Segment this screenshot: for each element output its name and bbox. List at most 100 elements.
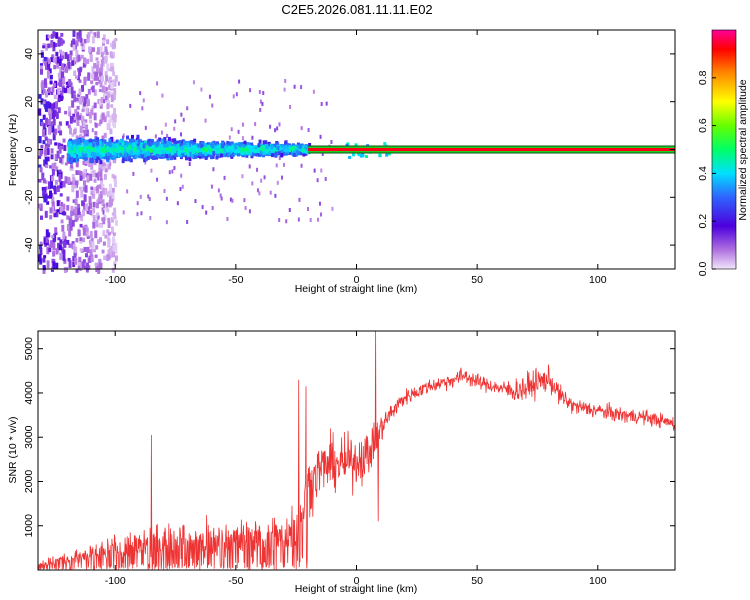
spectrogram-cell bbox=[141, 148, 145, 153]
spectrogram-cell bbox=[108, 183, 112, 191]
spectrogram-cell bbox=[82, 180, 86, 186]
spectrogram-cell bbox=[164, 150, 168, 155]
spectrogram-cell bbox=[72, 243, 76, 251]
spectrogram-cell bbox=[139, 91, 142, 96]
spectrogram-cell bbox=[44, 107, 48, 112]
spectrogram-cell bbox=[75, 50, 79, 57]
spectrogram-cell bbox=[75, 111, 79, 120]
spectrogram-cell bbox=[212, 151, 216, 156]
spectrogram-cell bbox=[91, 241, 95, 249]
spectrogram-cell bbox=[259, 107, 262, 112]
spectrogram-cell bbox=[61, 247, 65, 251]
spectrogram-cell bbox=[364, 155, 368, 159]
spectrogram-cell bbox=[149, 148, 153, 153]
tone-line-core bbox=[308, 148, 675, 151]
spectrogram-cell bbox=[72, 90, 76, 94]
spectrogram-cell bbox=[109, 250, 113, 258]
spectrogram-cell bbox=[282, 146, 286, 151]
y-tick-label: -40 bbox=[23, 237, 35, 252]
spectrogram-cell bbox=[91, 159, 95, 164]
spectrogram-cell bbox=[274, 193, 277, 198]
spectrogram-cell bbox=[68, 79, 72, 85]
spectrogram-cell bbox=[219, 153, 223, 158]
spectrogram-cell bbox=[262, 91, 265, 96]
spectrogram-cell bbox=[148, 142, 152, 147]
snr-plot-area bbox=[38, 331, 675, 570]
spectrogram-cell bbox=[244, 205, 247, 210]
spectrogram-cell bbox=[155, 147, 159, 152]
spectrogram-cell bbox=[296, 144, 300, 149]
spectrogram-cell bbox=[85, 232, 89, 237]
snr-x-ticks: -100 -50 0 50 100 bbox=[105, 331, 607, 587]
spectrogram-cell bbox=[44, 143, 48, 149]
spectrogram-cell bbox=[102, 217, 106, 225]
spectrogram-cell bbox=[109, 42, 113, 48]
spectrogram-cell bbox=[259, 150, 263, 155]
spectrogram-cell bbox=[87, 139, 91, 144]
spectrogram-cell bbox=[86, 39, 90, 43]
spectrogram-cell bbox=[71, 40, 75, 48]
spectrogram-cell bbox=[110, 147, 114, 152]
spectrogram-cell bbox=[101, 249, 105, 254]
spectrogram-cell bbox=[60, 95, 64, 101]
spectrogram-cell bbox=[113, 145, 117, 150]
spectrogram-cell bbox=[78, 214, 82, 219]
spectrogram-cell bbox=[70, 153, 74, 158]
spectrogram-cell bbox=[123, 140, 127, 145]
spectrogram-cell bbox=[98, 153, 102, 158]
spectrogram-cell bbox=[57, 38, 61, 46]
spectrogram-cell bbox=[97, 171, 101, 177]
spectrogram-cell bbox=[163, 139, 167, 144]
spectrogram-cell bbox=[325, 101, 328, 106]
spectrogram-cell bbox=[74, 109, 78, 114]
spectrogram-cell bbox=[101, 184, 105, 190]
spectrogram-cell bbox=[151, 144, 155, 149]
spectrogram-cell bbox=[105, 156, 109, 161]
spectrogram-cell bbox=[136, 138, 140, 143]
spectrogram-cell bbox=[46, 195, 50, 199]
spectrogram-cell bbox=[52, 82, 56, 88]
spectrogram-cell bbox=[111, 66, 115, 72]
spectrogram-cell bbox=[67, 176, 71, 185]
spectrogram-cell bbox=[72, 255, 76, 262]
spectrogram-cell bbox=[238, 149, 242, 154]
spectrogram-cell bbox=[245, 153, 249, 158]
spectrogram-cell bbox=[256, 167, 259, 172]
x-tick-label: 50 bbox=[471, 274, 483, 286]
spectrogram-cell bbox=[102, 241, 106, 246]
spectrogram-cell bbox=[75, 150, 79, 155]
spectrogram-cell bbox=[56, 209, 60, 213]
spectrogram-cell bbox=[71, 92, 75, 99]
spectrogram-cell bbox=[42, 178, 46, 184]
spectrogram-cell bbox=[67, 153, 71, 158]
spectrogram-cell bbox=[139, 150, 143, 155]
spectrogram-cell bbox=[114, 75, 118, 82]
spectrogram-cell bbox=[65, 81, 69, 85]
spectrogram-cell bbox=[282, 162, 285, 167]
spectrogram-cell bbox=[111, 151, 115, 156]
spectrogram-cell bbox=[277, 151, 281, 156]
spectrogram-cell bbox=[98, 224, 102, 228]
spectrogram-cell bbox=[112, 244, 116, 251]
spectrogram-cell bbox=[68, 141, 72, 146]
spectrogram-cell bbox=[53, 212, 57, 218]
spectrogram-cell bbox=[104, 168, 108, 173]
spectrogram-cell bbox=[38, 94, 42, 99]
spectrogram-cell bbox=[81, 200, 85, 207]
spectrogram-cell bbox=[60, 83, 64, 87]
spectrogram-cell bbox=[57, 87, 61, 95]
spectrogram-cell bbox=[94, 254, 98, 258]
spectrogram-cell bbox=[174, 119, 177, 124]
spectrogram-cell bbox=[109, 115, 113, 123]
spectrogram-cell bbox=[61, 64, 65, 70]
spectrogram-cell bbox=[76, 76, 80, 81]
spectrogram-cell bbox=[202, 143, 206, 148]
spectrogram-cell bbox=[197, 143, 201, 148]
spectrogram-cell bbox=[96, 47, 100, 55]
spectrogram-cell bbox=[42, 129, 46, 137]
spectrogram-cell bbox=[316, 178, 319, 183]
spectrogram-cell bbox=[64, 52, 68, 59]
spectrogram-cell bbox=[42, 114, 46, 120]
spectrogram-cell bbox=[173, 166, 176, 171]
spectrogram-cell bbox=[107, 249, 111, 258]
